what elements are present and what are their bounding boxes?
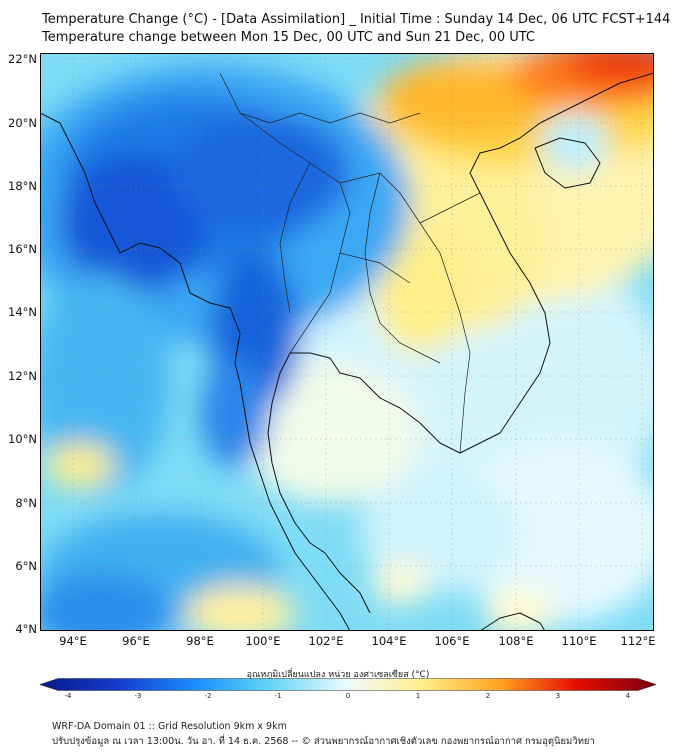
- footer-credit: ปรับปรุงข้อมูล ณ เวลา 13:00น. วัน อา. ที…: [52, 736, 595, 747]
- map-title-line2: Temperature change between Mon 15 Dec, 0…: [42, 30, 536, 45]
- lon-label-112e: 112°E: [620, 634, 656, 648]
- map-plot-area: [40, 53, 654, 631]
- lat-label-10n: 10°N: [8, 432, 37, 446]
- temperature-field: [40, 53, 654, 631]
- lat-label-16n: 16°N: [8, 242, 37, 256]
- lat-label-18n: 18°N: [8, 179, 37, 193]
- lon-label-110e: 110°E: [561, 634, 597, 648]
- lon-label-102e: 102°E: [308, 634, 344, 648]
- footer-model-info: WRF-DA Domain 01 :: Grid Resolution 9km …: [52, 721, 287, 732]
- lon-label-108e: 108°E: [498, 634, 534, 648]
- lat-label-6n: 6°N: [15, 559, 37, 573]
- lat-label-20n: 20°N: [8, 116, 37, 130]
- colorbar-tick: 4: [625, 692, 631, 700]
- colorbar-tick: 3: [555, 692, 561, 700]
- colorbar-label: อุณหภูมิเปลี่ยนแปลง หน่วย องศาเซลเซียส (…: [246, 670, 430, 680]
- colorbar: [40, 678, 656, 691]
- graticule: [40, 53, 654, 631]
- lat-label-4n: 4°N: [15, 622, 37, 636]
- lat-label-14n: 14°N: [8, 305, 37, 319]
- lon-label-98e: 98°E: [186, 634, 214, 648]
- colorbar-tick: -1: [274, 692, 282, 700]
- colorbar-tick: 2: [485, 692, 491, 700]
- map-border: [40, 53, 654, 631]
- lat-label-22n: 22°N: [8, 52, 37, 66]
- colorbar-tick: 1: [415, 692, 421, 700]
- lon-label-106e: 106°E: [434, 634, 470, 648]
- colorbar-tick: -4: [64, 692, 72, 700]
- lon-label-104e: 104°E: [371, 634, 407, 648]
- colorbar-tick: 0: [345, 692, 351, 700]
- lat-label-8n: 8°N: [15, 496, 37, 510]
- lon-label-94e: 94°E: [59, 634, 87, 648]
- temperature-change-map: [40, 53, 654, 631]
- lat-label-12n: 12°N: [8, 369, 37, 383]
- colorbar-tick: -2: [204, 692, 212, 700]
- colorbar-gradient: [40, 678, 656, 691]
- lon-label-100e: 100°E: [245, 634, 281, 648]
- map-title-line1: Temperature Change (°C) - [Data Assimila…: [42, 12, 671, 27]
- colorbar-tick: -3: [134, 692, 142, 700]
- lon-label-96e: 96°E: [122, 634, 150, 648]
